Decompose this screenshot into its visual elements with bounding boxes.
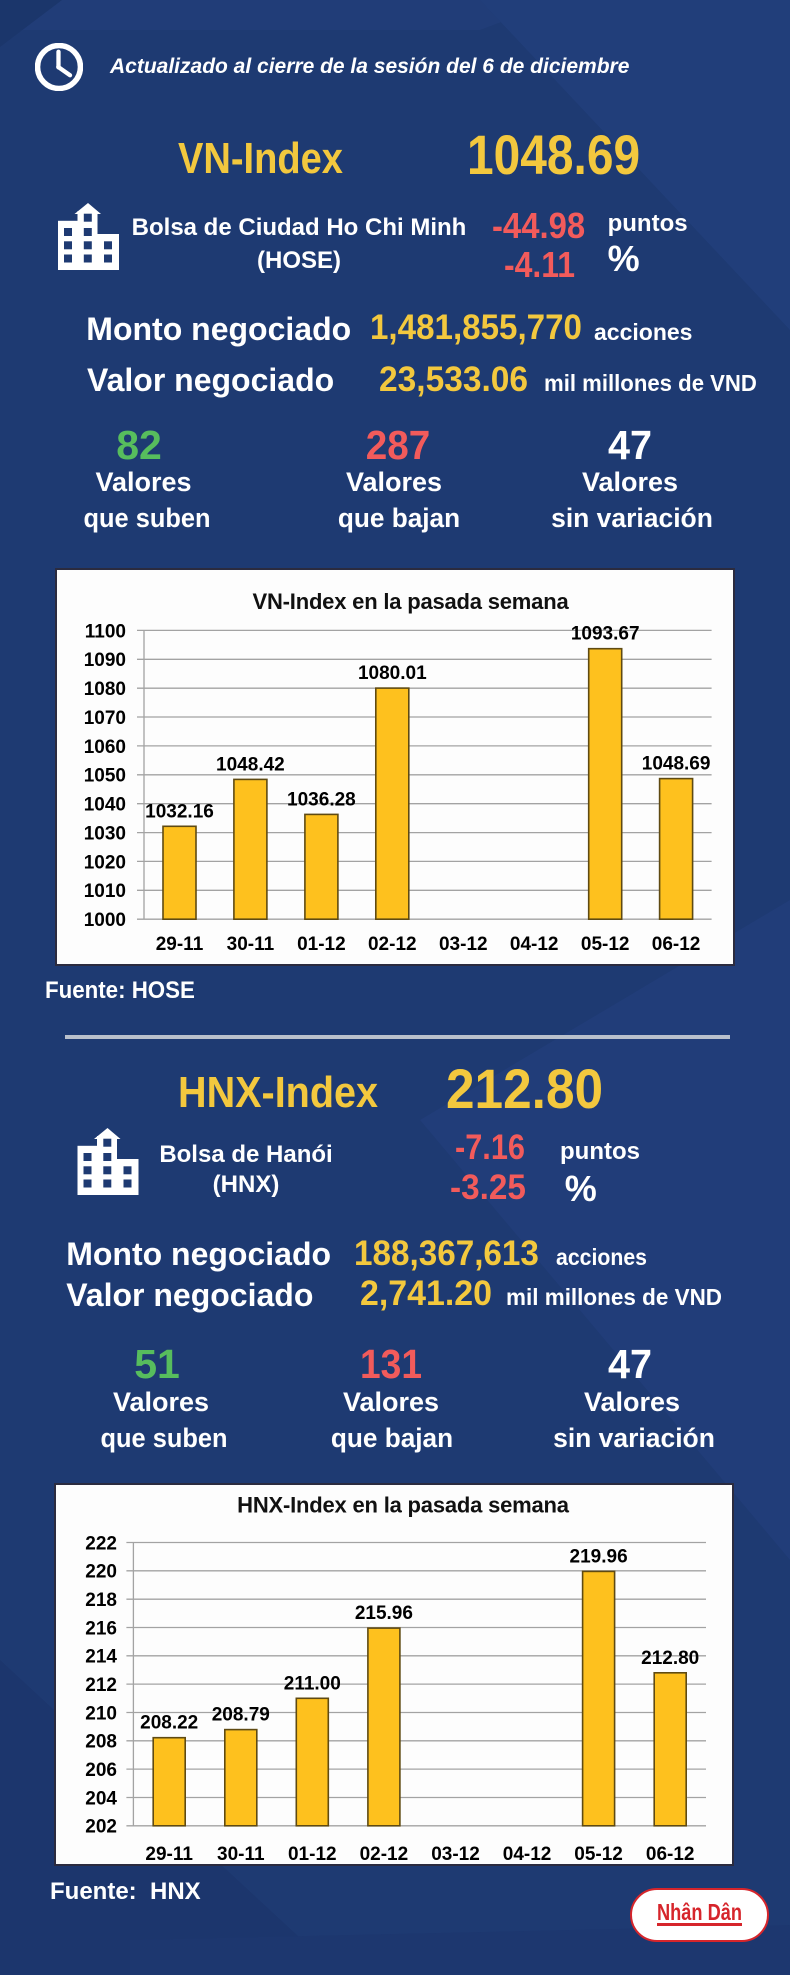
svg-text:02-12: 02-12 xyxy=(368,934,417,955)
svg-text:212: 212 xyxy=(85,1675,117,1696)
svg-text:1048.69: 1048.69 xyxy=(642,754,711,775)
svg-text:1040: 1040 xyxy=(84,795,126,816)
svg-text:1048.42: 1048.42 xyxy=(216,754,285,775)
svg-text:212.80: 212.80 xyxy=(641,1648,699,1669)
svg-text:1020: 1020 xyxy=(84,852,126,873)
svg-text:03-12: 03-12 xyxy=(439,934,488,955)
svg-text:1050: 1050 xyxy=(84,766,126,787)
svg-text:1080: 1080 xyxy=(84,679,126,700)
svg-text:30-11: 30-11 xyxy=(217,1844,265,1865)
svg-text:202: 202 xyxy=(85,1817,117,1838)
svg-text:218: 218 xyxy=(85,1590,117,1611)
svg-text:1070: 1070 xyxy=(84,708,126,729)
svg-text:VN-Index en la pasada semana: VN-Index en la pasada semana xyxy=(253,589,570,614)
svg-text:210: 210 xyxy=(85,1703,117,1724)
svg-text:220: 220 xyxy=(85,1562,117,1583)
svg-text:1100: 1100 xyxy=(85,621,126,642)
svg-text:204: 204 xyxy=(85,1788,117,1809)
svg-text:211.00: 211.00 xyxy=(284,1673,341,1694)
svg-text:05-12: 05-12 xyxy=(581,934,630,955)
svg-text:206: 206 xyxy=(85,1760,117,1781)
svg-text:208.22: 208.22 xyxy=(140,1713,198,1734)
svg-text:1080.01: 1080.01 xyxy=(358,663,427,684)
svg-text:1000: 1000 xyxy=(84,910,126,931)
svg-text:215.96: 215.96 xyxy=(355,1603,413,1624)
svg-text:29-11: 29-11 xyxy=(145,1844,193,1865)
svg-text:02-12: 02-12 xyxy=(360,1844,409,1865)
svg-text:216: 216 xyxy=(85,1618,117,1639)
svg-text:06-12: 06-12 xyxy=(646,1844,695,1865)
svg-text:1090: 1090 xyxy=(84,650,126,671)
svg-text:214: 214 xyxy=(85,1647,117,1668)
svg-text:1032.16: 1032.16 xyxy=(145,801,214,822)
svg-text:1010: 1010 xyxy=(84,881,126,902)
svg-text:01-12: 01-12 xyxy=(297,934,346,955)
svg-text:222: 222 xyxy=(85,1533,117,1554)
svg-text:29-11: 29-11 xyxy=(156,934,204,955)
svg-text:1093.67: 1093.67 xyxy=(571,624,640,645)
svg-text:04-12: 04-12 xyxy=(510,934,559,955)
svg-text:1036.28: 1036.28 xyxy=(287,789,356,810)
svg-text:HNX-Index en la pasada semana: HNX-Index en la pasada semana xyxy=(237,1493,570,1518)
svg-text:06-12: 06-12 xyxy=(652,934,701,955)
svg-text:01-12: 01-12 xyxy=(288,1844,337,1865)
svg-text:30-11: 30-11 xyxy=(227,934,275,955)
svg-text:208: 208 xyxy=(85,1732,117,1753)
svg-text:1030: 1030 xyxy=(84,824,126,845)
svg-text:1060: 1060 xyxy=(84,737,126,758)
svg-text:04-12: 04-12 xyxy=(503,1844,552,1865)
svg-text:05-12: 05-12 xyxy=(574,1844,623,1865)
svg-text:219.96: 219.96 xyxy=(570,1546,628,1567)
svg-text:03-12: 03-12 xyxy=(431,1844,480,1865)
svg-text:208.79: 208.79 xyxy=(212,1705,270,1726)
